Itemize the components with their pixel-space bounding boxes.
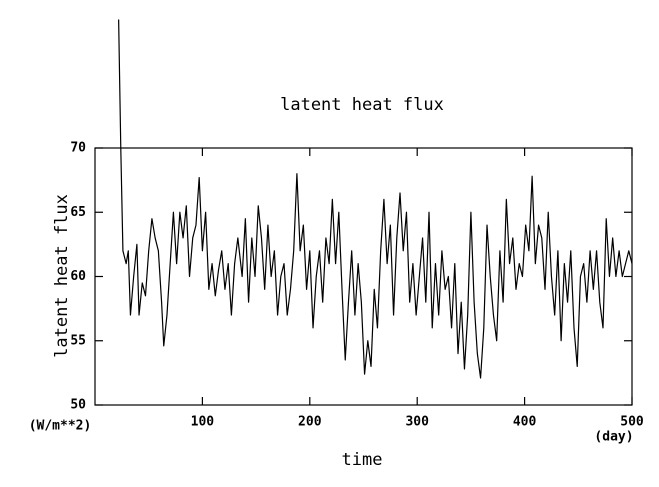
- x-axis-label: time: [342, 450, 383, 470]
- y-tick-label: 70: [70, 141, 86, 156]
- data-line: [118, 19, 633, 379]
- x-tick-label: 100: [191, 415, 215, 430]
- x-tick-label: 300: [405, 415, 429, 430]
- y-tick-label: 65: [70, 205, 86, 220]
- chart-title: latent heat flux: [280, 95, 444, 115]
- x-tick-label: 200: [298, 415, 322, 430]
- x-unit: (day): [594, 430, 633, 445]
- y-axis-label: latent heat flux: [52, 194, 72, 358]
- y-tick-label: 55: [70, 333, 86, 348]
- y-tick-label: 50: [70, 398, 86, 413]
- y-tick-label: 60: [70, 269, 86, 284]
- x-tick-label: 500: [620, 415, 644, 430]
- y-unit: (W/m**2): [29, 419, 92, 434]
- x-tick-label: 400: [513, 415, 537, 430]
